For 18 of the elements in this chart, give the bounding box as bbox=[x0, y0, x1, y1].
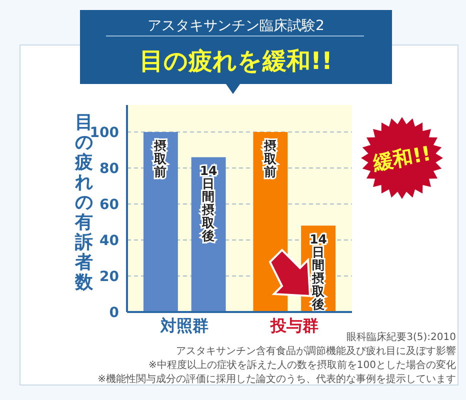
y-tick-label: 40 bbox=[100, 232, 120, 249]
series-label: 14日間摂取後 bbox=[310, 232, 328, 312]
text: アスタキサンチン含有食品が調節機能及び疲れ目に及ぼす影響 bbox=[176, 345, 456, 357]
text: 摂取前 bbox=[264, 138, 277, 179]
x-tick-label: 対照群 bbox=[160, 316, 209, 335]
series-label: 摂取前 bbox=[153, 138, 168, 179]
text: ※機能性関与成分の評価に採用した論文のうち、代表的な事例を提示しています bbox=[98, 373, 456, 385]
y-tick-label: 0 bbox=[109, 304, 120, 321]
x-tick-label: 投与群 bbox=[269, 316, 318, 335]
text: 緩和!! bbox=[370, 141, 433, 176]
y-tick-label: 80 bbox=[100, 160, 120, 177]
text: ※中程度以上の症状を訴えた人の数を摂取前を100とした場合の変化 bbox=[148, 359, 456, 371]
chart-title: 目の疲れを緩和!! bbox=[140, 47, 332, 75]
text: 14日間摂取後 bbox=[200, 163, 218, 244]
y-tick-label: 60 bbox=[100, 196, 120, 213]
text: 眼科臨床紀要3(5):2010 bbox=[346, 331, 456, 343]
chart-subtitle: アスタキサンチン臨床試験2 bbox=[148, 18, 324, 34]
y-tick-label: 20 bbox=[100, 268, 120, 285]
